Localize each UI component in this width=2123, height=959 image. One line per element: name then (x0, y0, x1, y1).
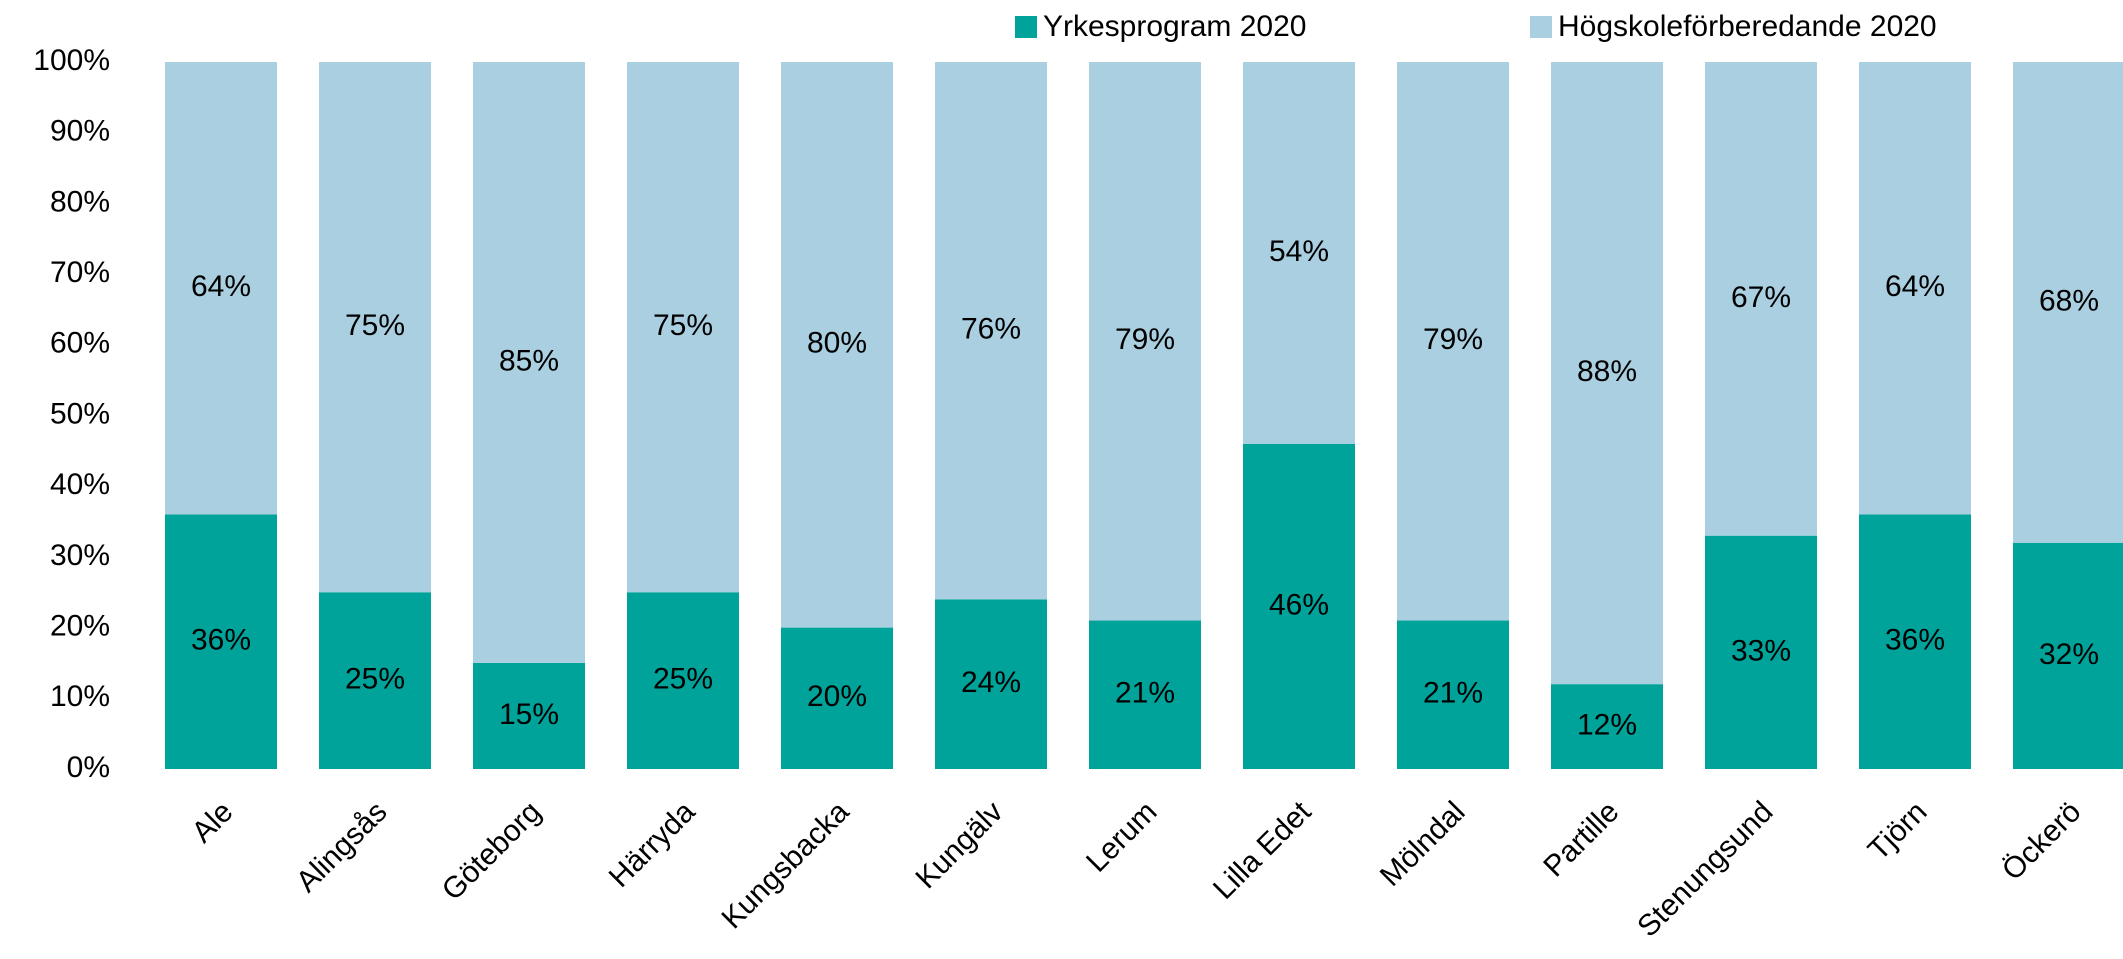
y-tick-label: 50% (50, 397, 110, 430)
y-tick-label: 10% (50, 680, 110, 713)
x-tick-label: Öckerö (1996, 795, 2088, 887)
data-label: 85% (499, 344, 559, 377)
bar-segment (935, 599, 1047, 769)
bar-segment (319, 592, 431, 769)
x-tick-label: Alingsås (290, 795, 394, 899)
legend-swatch (1530, 16, 1552, 38)
bar-segment (1397, 620, 1509, 769)
data-label: 21% (1115, 677, 1175, 710)
bar-segment (781, 62, 893, 628)
y-tick-label: 80% (50, 185, 110, 218)
bar-segment (1551, 62, 1663, 685)
bar-segment (165, 62, 277, 515)
bar-segment (1705, 62, 1817, 536)
bar-segment (935, 62, 1047, 600)
bar-segment (473, 662, 585, 769)
data-label: 67% (1731, 281, 1791, 314)
data-label: 68% (2039, 284, 2099, 317)
data-label: 12% (1577, 709, 1637, 742)
data-label: 88% (1577, 355, 1637, 388)
x-tick-label: Lilla Edet (1207, 795, 1318, 906)
data-label: 25% (653, 663, 713, 696)
x-tick-label: Stenungsund (1631, 795, 1779, 943)
bar-segment (1859, 514, 1971, 769)
data-label: 80% (807, 327, 867, 360)
y-tick-label: 70% (50, 256, 110, 289)
data-label: 46% (1269, 588, 1329, 621)
legend-label: Yrkesprogram 2020 (1043, 10, 1306, 43)
bar-segment (1859, 62, 1971, 515)
data-label: 21% (1423, 677, 1483, 710)
x-tick-label: Härryda (603, 795, 702, 894)
bar-segment (627, 62, 739, 593)
data-label: 20% (807, 680, 867, 713)
data-label: 64% (191, 270, 251, 303)
bar-segment (165, 514, 277, 769)
x-tick-label: Lerum (1080, 795, 1163, 878)
data-label: 64% (1885, 270, 1945, 303)
data-label: 36% (1885, 624, 1945, 657)
data-label: 79% (1115, 323, 1175, 356)
data-label: 36% (191, 624, 251, 657)
data-label: 32% (2039, 638, 2099, 671)
bar-segment (2013, 62, 2123, 543)
bar-segment (627, 592, 739, 769)
bar-segment (1243, 62, 1355, 444)
data-label: 33% (1731, 634, 1791, 667)
y-tick-label: 100% (33, 44, 110, 77)
x-tick-label: Kungälv (910, 795, 1010, 895)
bar-segment (1397, 62, 1509, 621)
data-label: 24% (961, 666, 1021, 699)
x-tick-label: Kungsbacka (715, 795, 855, 935)
y-tick-label: 40% (50, 468, 110, 501)
legend-label: Högskoleförberedande 2020 (1558, 10, 1937, 43)
x-tick-label: Ale (186, 795, 240, 849)
bar-segment (1089, 620, 1201, 769)
legend-swatch (1015, 16, 1037, 38)
bar-segment (781, 627, 893, 769)
y-tick-label: 0% (67, 751, 110, 784)
bar-segment (1551, 684, 1663, 769)
x-tick-label: Tjörn (1862, 795, 1934, 867)
data-label: 79% (1423, 323, 1483, 356)
x-tick-label: Partille (1537, 795, 1625, 883)
data-label: 75% (345, 309, 405, 342)
y-tick-label: 60% (50, 327, 110, 360)
data-label: 75% (653, 309, 713, 342)
data-label: 54% (1269, 235, 1329, 268)
bar-segment (473, 62, 585, 663)
bar-segment (1705, 535, 1817, 769)
bar-segment (1089, 62, 1201, 621)
data-label: 25% (345, 663, 405, 696)
bar-segment (2013, 542, 2123, 769)
x-tick-label: Mölndal (1374, 795, 1472, 893)
y-tick-label: 90% (50, 115, 110, 148)
data-label: 15% (499, 698, 559, 731)
bar-segment (319, 62, 431, 593)
bar-segment (1243, 443, 1355, 769)
data-label: 76% (961, 313, 1021, 346)
y-tick-label: 20% (50, 610, 110, 643)
x-tick-label: Göteborg (436, 795, 548, 907)
y-tick-label: 30% (50, 539, 110, 572)
